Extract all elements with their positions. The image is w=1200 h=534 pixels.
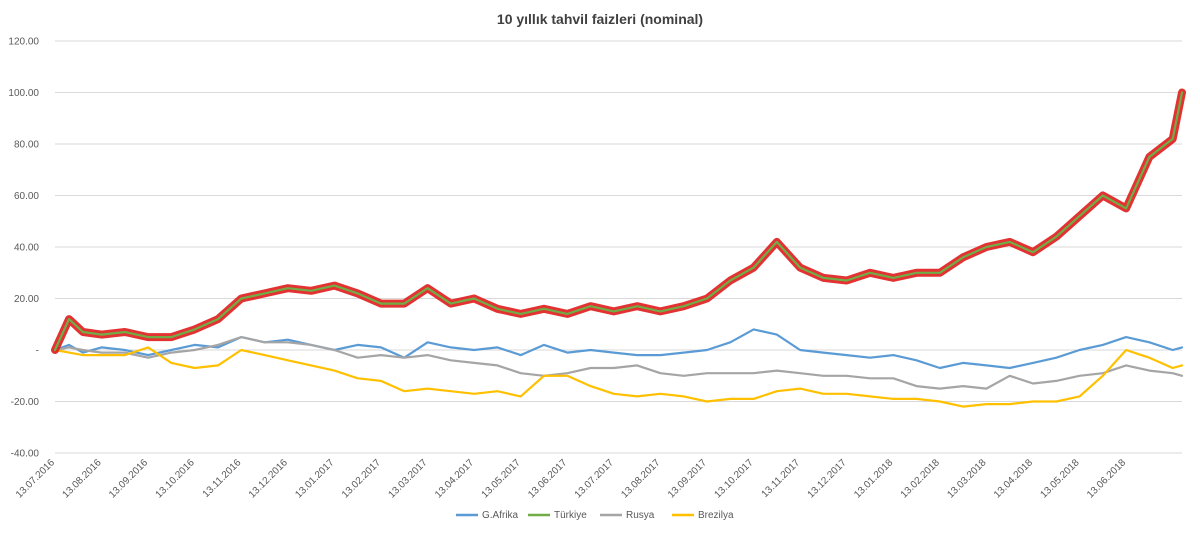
x-tick-label: 13.10.2017 [712, 457, 755, 500]
x-tick-label: 13.01.2017 [293, 457, 336, 500]
x-tick-label: 13.12.2017 [806, 457, 849, 500]
y-tick-label: 40.00 [14, 243, 39, 254]
y-tick-label: -20.00 [11, 397, 40, 408]
y-tick-label: 80.00 [14, 140, 39, 151]
x-tick-label: 13.02.2017 [340, 457, 383, 500]
series-line-t-rkiye [53, 91, 1184, 352]
y-tick-label: - [36, 346, 39, 357]
legend-label: Türkiye [554, 510, 587, 521]
series-line-brezilya [53, 346, 1184, 408]
x-tick-label: 13.05.2018 [1038, 457, 1081, 500]
legend-label: Rusya [626, 510, 655, 521]
x-axis-ticks: 13.07.2016 13.08.2016 13.09.2016 13.10.2016… [14, 457, 1129, 500]
x-tick-label: 13.06.2017 [526, 457, 569, 500]
series-line-rusya [53, 336, 1184, 390]
x-tick-label: 13.07.2016 [14, 457, 57, 500]
x-tick-label: 13.11.2017 [760, 457, 803, 500]
y-tick-label: 100.00 [8, 88, 39, 99]
legend-label: Brezilya [698, 510, 734, 521]
series-lines [51, 88, 1186, 408]
legend-label: G.Afrika [482, 510, 519, 521]
x-tick-label: 13.08.2016 [61, 457, 104, 500]
x-tick-label: 13.07.2017 [573, 457, 616, 500]
x-tick-label: 13.06.2018 [1085, 457, 1128, 500]
chart-title: 10 yıllık tahvil faizleri (nominal) [497, 11, 703, 27]
x-tick-label: 13.12.2016 [247, 457, 290, 500]
y-tick-label: 60.00 [14, 191, 39, 202]
y-tick-label: 20.00 [14, 294, 39, 305]
x-tick-label: 13.08.2017 [619, 457, 662, 500]
x-tick-label: 13.09.2017 [666, 457, 709, 500]
x-tick-label: 13.02.2018 [899, 457, 942, 500]
x-tick-label: 13.03.2018 [945, 457, 988, 500]
x-tick-label: 13.01.2018 [852, 457, 895, 500]
y-axis-ticks: -40.00-20.00-20.0040.0060.0080.00100.001… [8, 37, 39, 460]
x-tick-label: 13.10.2016 [154, 457, 197, 500]
x-tick-label: 13.03.2017 [387, 457, 430, 500]
y-tick-label: -40.00 [11, 449, 40, 460]
x-tick-label: 13.05.2017 [480, 457, 523, 500]
x-tick-label: 13.09.2016 [107, 457, 150, 500]
y-tick-label: 120.00 [8, 37, 39, 48]
x-tick-label: 13.11.2016 [201, 457, 244, 500]
series-line-g-afrika [53, 328, 1184, 370]
x-tick-label: 13.04.2017 [433, 457, 476, 500]
legend: G.Afrika Türkiye Rusya Brezilya [456, 510, 734, 521]
x-tick-label: 13.04.2018 [992, 457, 1035, 500]
